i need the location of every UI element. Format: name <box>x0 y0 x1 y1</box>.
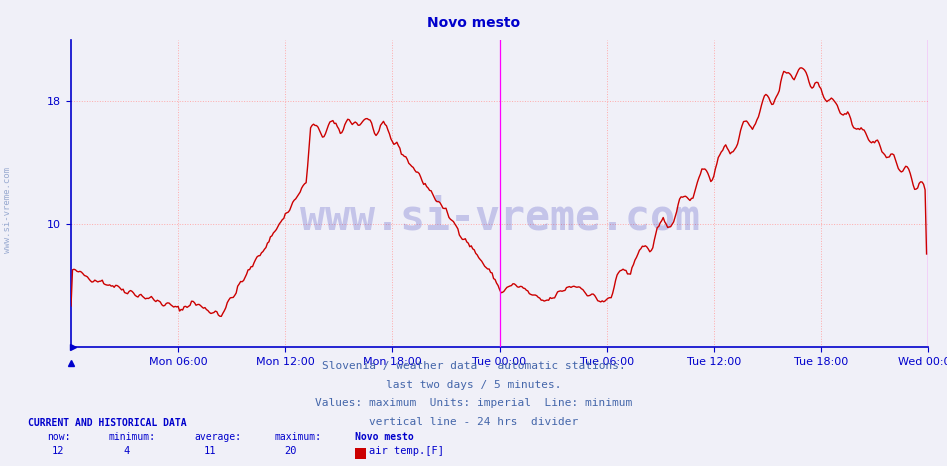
Text: www.si-vreme.com: www.si-vreme.com <box>299 197 700 239</box>
Text: 12: 12 <box>52 446 64 456</box>
Text: minimum:: minimum: <box>109 432 156 442</box>
Text: average:: average: <box>194 432 241 442</box>
Text: CURRENT AND HISTORICAL DATA: CURRENT AND HISTORICAL DATA <box>28 418 188 428</box>
Text: Values: maximum  Units: imperial  Line: minimum: Values: maximum Units: imperial Line: mi… <box>314 398 633 408</box>
Text: 11: 11 <box>204 446 216 456</box>
Text: www.si-vreme.com: www.si-vreme.com <box>3 167 12 253</box>
Text: last two days / 5 minutes.: last two days / 5 minutes. <box>385 380 562 390</box>
Text: Novo mesto: Novo mesto <box>355 432 414 442</box>
Text: vertical line - 24 hrs  divider: vertical line - 24 hrs divider <box>369 417 578 427</box>
Text: maximum:: maximum: <box>275 432 322 442</box>
Text: now:: now: <box>47 432 71 442</box>
Text: air temp.[F]: air temp.[F] <box>369 446 444 456</box>
Text: Novo mesto: Novo mesto <box>427 16 520 30</box>
Text: 20: 20 <box>284 446 296 456</box>
Text: Slovenia / weather data - automatic stations.: Slovenia / weather data - automatic stat… <box>322 361 625 371</box>
Text: 4: 4 <box>123 446 130 456</box>
